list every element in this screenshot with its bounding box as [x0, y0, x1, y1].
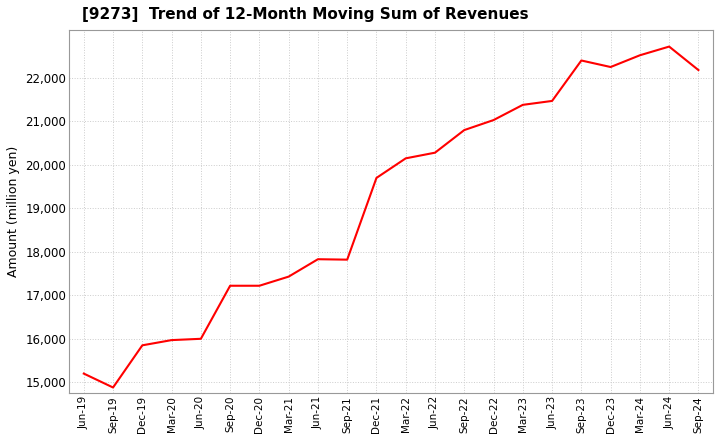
Text: [9273]  Trend of 12-Month Moving Sum of Revenues: [9273] Trend of 12-Month Moving Sum of R…	[82, 7, 528, 22]
Y-axis label: Amount (million yen): Amount (million yen)	[7, 146, 20, 277]
